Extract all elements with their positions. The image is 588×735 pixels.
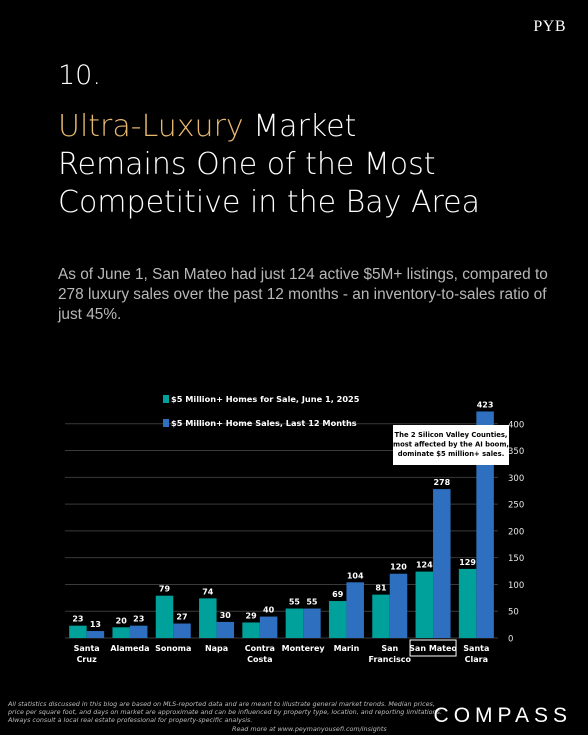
bar-sales <box>173 623 191 638</box>
x-tick-label: Contra <box>245 644 275 653</box>
highlight-box <box>409 639 457 657</box>
bar-sales <box>433 489 451 638</box>
data-label: 120 <box>390 563 407 572</box>
bar-sales <box>476 411 494 638</box>
title-rest: Market <box>243 109 357 144</box>
annotation-text: The 2 Silicon Valley Counties, <box>394 431 507 439</box>
title-line-2: Remains One of the Most <box>58 147 436 182</box>
x-tick-label: Francisco <box>369 655 412 664</box>
y-tick-label: 150 <box>508 554 524 564</box>
bar-for-sale <box>285 608 304 638</box>
y-tick-label: 300 <box>508 474 524 484</box>
data-label: 30 <box>220 611 232 620</box>
y-tick-label: 50 <box>508 608 519 618</box>
y-tick-label: 350 <box>508 447 524 457</box>
data-label: 13 <box>90 620 101 629</box>
compass-logo: COMPASS <box>433 704 572 727</box>
title-accent: Ultra-Luxury <box>58 109 244 144</box>
y-tick-label: 0 <box>508 635 513 645</box>
x-tick-label: Marin <box>334 644 360 653</box>
title-line-3: Competitive in the Bay Area <box>58 185 480 220</box>
data-label: 23 <box>133 615 144 624</box>
x-tick-label: Santa <box>74 644 100 653</box>
footer-disclaimer: All statistics discussed in this blog ar… <box>8 700 442 724</box>
x-tick-label: Alameda <box>110 644 149 653</box>
bar-sales <box>303 608 321 638</box>
legend-swatch <box>163 419 169 427</box>
data-label: 20 <box>116 616 128 625</box>
bar-sales <box>389 573 408 638</box>
chart-container: 0 50 100 150 200 250 300 350 400 $5 Million+ Home… <box>60 380 530 700</box>
data-label: 124 <box>416 561 433 570</box>
data-label: 129 <box>459 558 476 567</box>
bar-sales <box>129 625 148 638</box>
bar-chart: 0 50 100 150 200 250 300 350 400 $5 Million+ Home… <box>65 394 524 664</box>
y-tick-label: 250 <box>508 501 524 511</box>
subtitle: As of June 1, San Mateo had just 124 act… <box>58 266 548 323</box>
bar-for-sale <box>458 568 477 638</box>
bar-for-sale <box>112 627 130 638</box>
data-label: 55 <box>289 598 301 607</box>
x-tick-label: Clara <box>465 655 488 664</box>
bar-sales <box>346 582 364 638</box>
x-tick-label: San <box>381 644 398 653</box>
x-tick-label: Costa <box>247 655 272 664</box>
data-label: 81 <box>375 584 387 593</box>
bar-for-sale <box>199 598 217 638</box>
data-label: 74 <box>202 587 214 596</box>
bar-sales <box>259 616 278 638</box>
data-label: 40 <box>263 606 275 615</box>
bar-sales <box>216 621 235 638</box>
x-tick-label: Sonoma <box>155 644 191 653</box>
legend-swatch <box>163 395 169 403</box>
pyb-logo: PYB <box>533 18 566 35</box>
x-tick-label: San Mateo <box>409 644 457 653</box>
legend-label: $5 Million+ Homes for Sale, June 1, 2025 <box>171 394 360 404</box>
bar-for-sale <box>242 622 260 638</box>
page-title: Ultra-Luxury Market Remains One of the M… <box>58 108 558 222</box>
x-tick-label: Monterey <box>282 644 326 653</box>
y-tick-label: 200 <box>508 527 524 537</box>
data-label: 29 <box>246 611 258 620</box>
data-label: 27 <box>176 613 187 622</box>
section-number: 10. <box>58 60 101 91</box>
bar-sales <box>86 631 105 638</box>
annotation-text: dominate $5 million+ sales. <box>398 450 505 458</box>
read-more-link[interactable]: Read more at www.peymanyousefi.com/insig… <box>232 725 387 733</box>
bar-for-sale <box>328 601 347 638</box>
data-label: 79 <box>159 585 171 594</box>
legend-label: $5 Million+ Home Sales, Last 12 Months <box>171 418 357 428</box>
bar-for-sale <box>155 595 174 638</box>
x-tick-label: Santa <box>463 644 489 653</box>
data-label: 69 <box>332 590 344 599</box>
x-tick-label: Cruz <box>77 655 98 664</box>
bar-for-sale <box>372 594 390 638</box>
title-line-1: Ultra-Luxury Market <box>58 108 558 146</box>
bar-for-sale <box>415 571 434 638</box>
bar-for-sale <box>69 625 87 638</box>
y-tick-label: 100 <box>508 581 524 591</box>
data-label: 278 <box>433 478 450 487</box>
x-tick-label: Napa <box>205 644 228 653</box>
data-label: 55 <box>306 598 318 607</box>
annotation-box <box>393 425 509 465</box>
annotation-text: most affected by the AI boom, <box>393 441 509 449</box>
y-tick-label: 400 <box>508 420 524 430</box>
data-label: 423 <box>477 400 494 409</box>
data-label: 104 <box>347 571 364 580</box>
data-label: 23 <box>72 615 83 624</box>
